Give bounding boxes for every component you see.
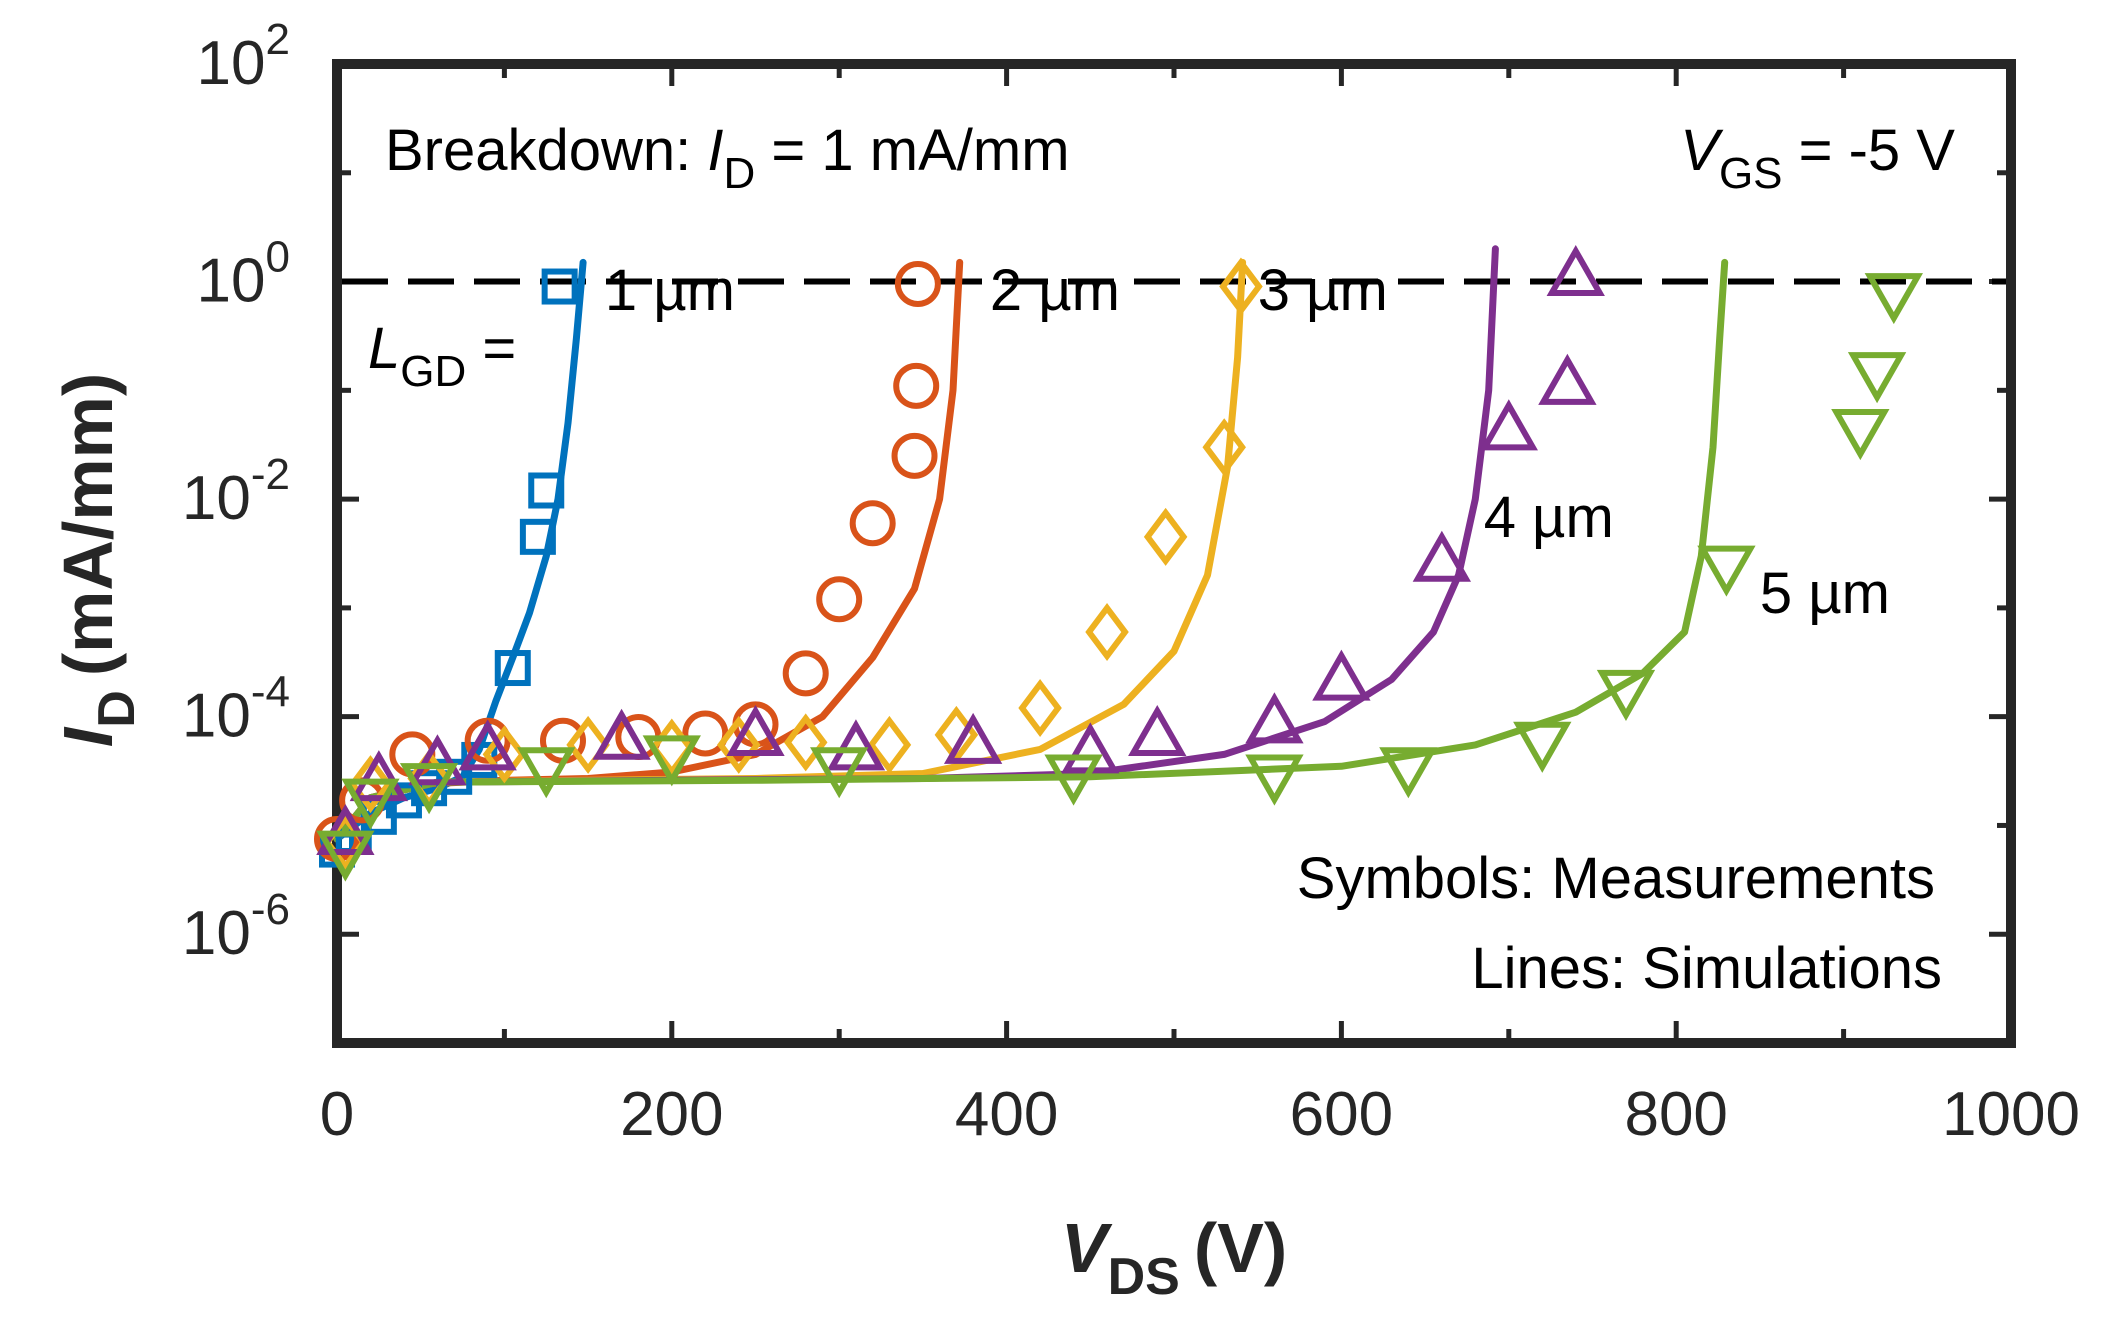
marker-triangle-up <box>592 708 651 760</box>
note-lines: Lines: Simulations <box>1471 936 1942 1001</box>
note-symbols: Symbols: Measurements <box>1297 846 1935 911</box>
vgs-condition-label: VGS = -5 V <box>1680 118 1955 198</box>
marker-circle <box>891 432 938 479</box>
marker-triangle-down <box>1864 273 1923 325</box>
x-tick-label: 600 <box>1290 1080 1393 1149</box>
marker-circle <box>782 650 829 697</box>
marker-square <box>541 268 578 305</box>
marker-triangle-down <box>1044 754 1103 806</box>
marker-diamond <box>1143 507 1188 566</box>
marker-diamond <box>867 715 912 774</box>
marker-triangle-up <box>458 719 517 771</box>
simulation-line-1 <box>333 258 587 843</box>
marker-diamond <box>482 725 527 784</box>
marker-diamond <box>348 755 393 814</box>
marker-circle <box>682 710 729 757</box>
marker-triangle-up <box>349 750 409 802</box>
x-tick-labels: 0 200 400 600 800 1000 <box>320 1080 2080 1149</box>
marker-triangle-up <box>1245 692 1304 744</box>
marker-square <box>528 472 565 509</box>
marker-circle <box>816 576 863 623</box>
marker-triangle-down <box>1831 409 1890 461</box>
x-axis-title: VDS (V) <box>1061 1209 1287 1306</box>
marker-triangle-down <box>1847 352 1907 404</box>
marker-triangle-up <box>1479 399 1538 451</box>
x-tick-label: 400 <box>955 1080 1058 1149</box>
marker-diamond <box>1202 418 1246 477</box>
marker-triangle-up <box>1128 704 1187 757</box>
series-label-4: 4 µm <box>1484 485 1614 550</box>
marker-triangle-down <box>341 778 400 830</box>
simulation-line-5 <box>333 258 1729 843</box>
series-label-3: 3 µm <box>1258 258 1388 323</box>
x-tick-label: 0 <box>320 1080 354 1149</box>
marker-triangle-up <box>1538 353 1597 405</box>
series-labels: 1 µm 2 µm 3 µm 4 µm 5 µm <box>605 258 1890 626</box>
marker-triangle-down <box>810 747 869 799</box>
y-axis-title: ID(mA/mm) <box>49 373 146 747</box>
marker-diamond <box>1018 679 1062 738</box>
x-tick-label: 800 <box>1624 1080 1727 1149</box>
marker-triangle-down <box>1596 669 1656 721</box>
y-tick-label: 10-6 <box>182 885 290 968</box>
marker-triangle-up <box>1546 245 1605 297</box>
marker-triangle-down <box>399 763 459 815</box>
marker-triangle-down <box>316 830 375 882</box>
y-tick-label: 102 <box>197 15 290 98</box>
lgd-label: LGD = <box>368 316 516 396</box>
series-label-1: 1 µm <box>605 258 735 323</box>
y-tick-label: 100 <box>197 233 290 316</box>
y-tick-label: 10-2 <box>182 450 290 533</box>
series-label-5: 5 µm <box>1760 561 1890 626</box>
marker-triangle-down <box>1379 747 1438 799</box>
x-tick-label: 200 <box>620 1080 723 1149</box>
marker-square <box>519 518 556 555</box>
marker-triangle-down <box>517 747 576 799</box>
marker-diamond <box>1219 257 1263 316</box>
marker-diamond <box>1085 603 1129 662</box>
marker-square <box>494 650 531 687</box>
marker-diamond <box>717 715 761 774</box>
marker-triangle-up <box>408 734 467 786</box>
marker-triangle-down <box>1697 545 1756 597</box>
breakdown-criterion-label: Breakdown: ID = 1 mA/mm <box>385 118 1070 198</box>
marker-triangle-down <box>642 735 701 787</box>
marker-triangle-down <box>1513 721 1572 773</box>
marker-triangle-down <box>1245 754 1304 806</box>
series-label-2: 2 µm <box>990 258 1120 323</box>
y-tick-label: 10-4 <box>182 668 290 751</box>
marker-triangle-up <box>1412 530 1472 582</box>
marker-triangle-up <box>1312 649 1371 701</box>
marker-diamond <box>783 713 828 772</box>
y-tick-labels: 102 100 10-2 10-4 10-6 <box>182 15 290 968</box>
marker-triangle-up <box>726 704 785 757</box>
marker-diamond <box>566 715 610 774</box>
marker-circle <box>849 500 896 547</box>
marker-circle <box>894 260 941 307</box>
measurement-markers <box>314 245 1923 882</box>
marker-circle <box>893 362 940 409</box>
marker-triangle-up <box>943 712 1003 764</box>
x-tick-label: 1000 <box>1942 1080 2080 1149</box>
